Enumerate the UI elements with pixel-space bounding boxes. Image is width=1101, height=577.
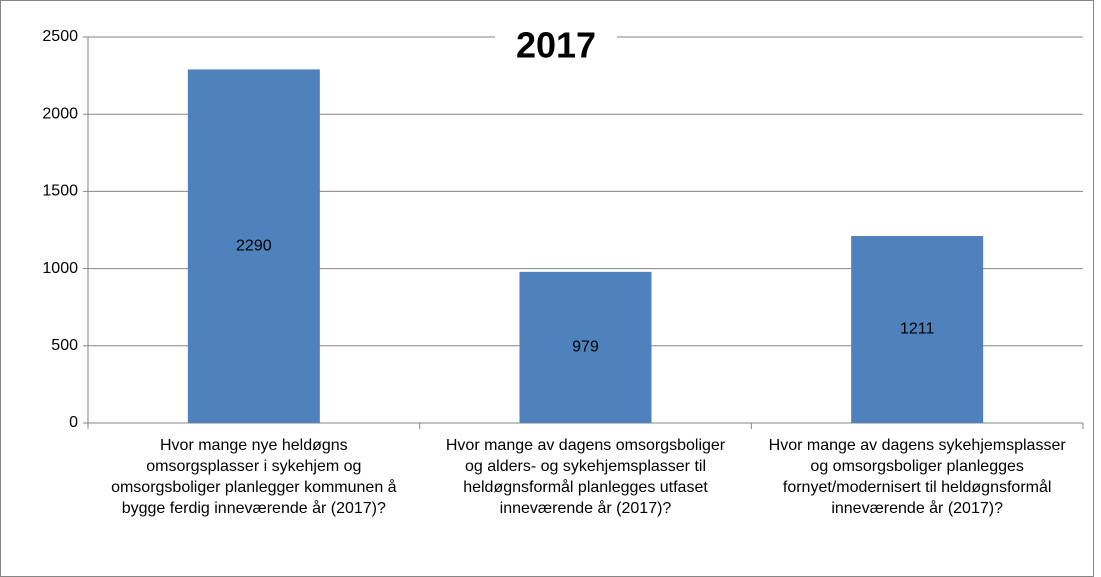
y-tick-label: 2000 [42, 105, 78, 122]
y-tick-label: 2500 [42, 28, 78, 45]
x-tick-label: Hvor mange av dagens omsorgsboliger og a… [445, 437, 726, 517]
bar [851, 236, 984, 423]
data-label: 2290 [236, 237, 272, 254]
bar [519, 271, 652, 423]
y-tick-label: 1000 [42, 260, 78, 277]
data-label: 1211 [900, 321, 935, 338]
y-tick-label: 1500 [42, 183, 78, 200]
title-background [495, 22, 617, 72]
bar [187, 69, 320, 423]
x-tick-label: Hvor mange av dagens sykehjemsplasser og… [768, 437, 1066, 517]
x-tick-label-box: Hvor mange av dagens omsorgsboliger og a… [445, 437, 726, 517]
y-tick-label: 500 [51, 337, 78, 354]
chart-title: 2017 [516, 25, 596, 66]
x-tick-label-box: Hvor mange nye heldøgns omsorgsplasser i… [111, 437, 397, 517]
data-label: 979 [572, 339, 599, 356]
x-tick-label-box: Hvor mange av dagens sykehjemsplasser og… [768, 437, 1066, 517]
x-tick-label: Hvor mange nye heldøgns omsorgsplasser i… [111, 437, 397, 517]
y-tick-label: 0 [69, 414, 78, 431]
